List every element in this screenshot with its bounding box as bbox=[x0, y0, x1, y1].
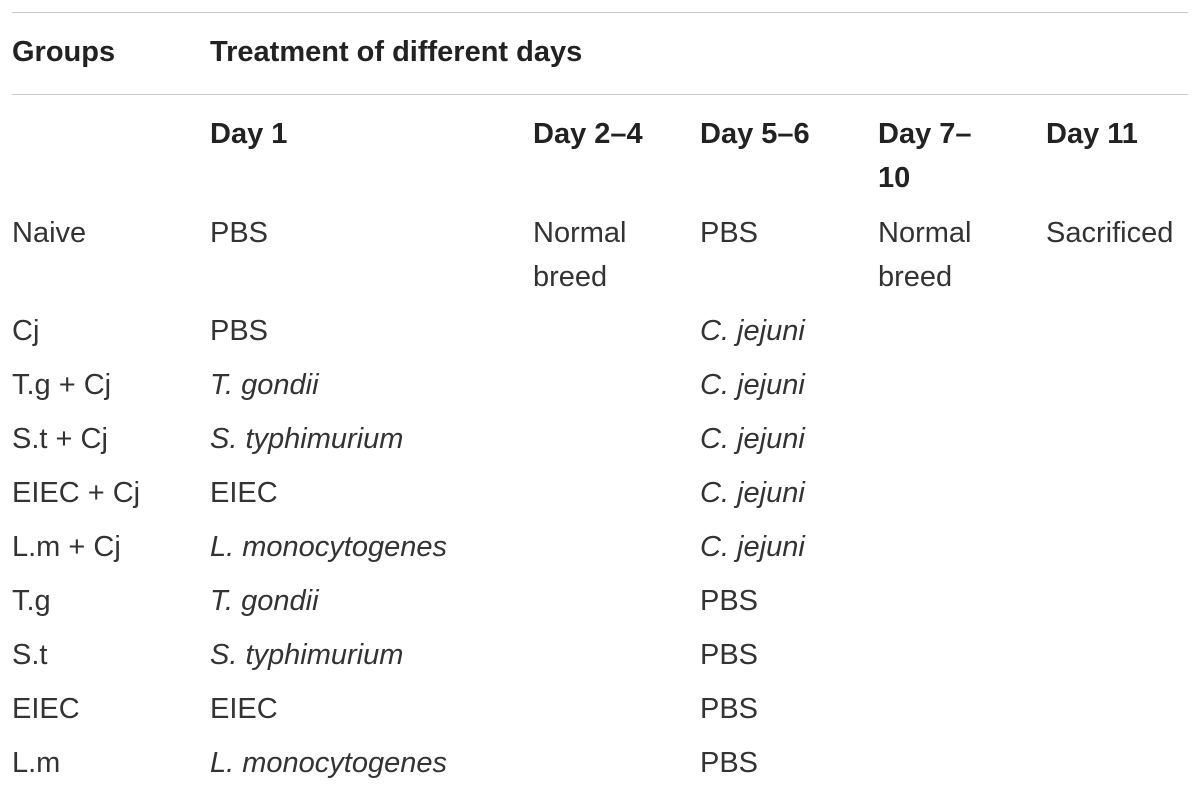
cell-day1: L. monocytogenes bbox=[210, 747, 447, 779]
cell-day1: L. monocytogenes bbox=[210, 531, 447, 563]
day-header-7-10: Day 7–10 bbox=[878, 118, 972, 194]
header-groups: Groups bbox=[12, 36, 116, 68]
cell-group: T.g bbox=[12, 585, 51, 617]
cell-day5-6: PBS bbox=[700, 747, 759, 779]
day-header-1: Day 1 bbox=[210, 118, 288, 150]
cell-group: S.t bbox=[12, 639, 48, 671]
cell-day5-6: PBS bbox=[700, 217, 759, 249]
cell-day1: EIEC bbox=[210, 693, 278, 725]
cell-day1: PBS bbox=[210, 217, 269, 249]
cell-group: T.g + Cj bbox=[12, 369, 112, 401]
cell-day5-6: C. jejuni bbox=[700, 315, 805, 347]
day-header-11: Day 11 bbox=[1046, 118, 1138, 150]
cell-day1: S. typhimurium bbox=[210, 639, 404, 671]
cell-day5-6: PBS bbox=[700, 693, 759, 725]
table-top-rule bbox=[12, 12, 1188, 13]
cell-day5-6: PBS bbox=[700, 585, 759, 617]
table-header-rule bbox=[12, 94, 1188, 95]
cell-group: Cj bbox=[12, 315, 40, 347]
cell-day5-6: C. jejuni bbox=[700, 369, 805, 401]
cell-day1: EIEC bbox=[210, 477, 278, 509]
cell-day1: T. gondii bbox=[210, 585, 319, 617]
cell-group: L.m + Cj bbox=[12, 531, 121, 563]
cell-day5-6: C. jejuni bbox=[700, 531, 805, 563]
header-treatment: Treatment of different days bbox=[210, 36, 583, 68]
day-header-2-4: Day 2–4 bbox=[533, 118, 643, 150]
cell-group: S.t + Cj bbox=[12, 423, 108, 455]
day-header-5-6: Day 5–6 bbox=[700, 118, 810, 150]
cell-day5-6: C. jejuni bbox=[700, 423, 805, 455]
cell-day5-6: PBS bbox=[700, 639, 759, 671]
cell-group: Naive bbox=[12, 217, 87, 249]
cell-day1: S. typhimurium bbox=[210, 423, 404, 455]
cell-day7-10: Normal breed bbox=[878, 217, 972, 293]
cell-group: EIEC bbox=[12, 693, 80, 725]
cell-day1: PBS bbox=[210, 315, 269, 347]
cell-day11: Sacrificed bbox=[1046, 217, 1174, 249]
cell-group: EIEC + Cj bbox=[12, 477, 141, 509]
cell-group: L.m bbox=[12, 747, 61, 779]
cell-day1: T. gondii bbox=[210, 369, 319, 401]
cell-day5-6: C. jejuni bbox=[700, 477, 805, 509]
cell-day2-4: Normal breed bbox=[533, 217, 627, 293]
